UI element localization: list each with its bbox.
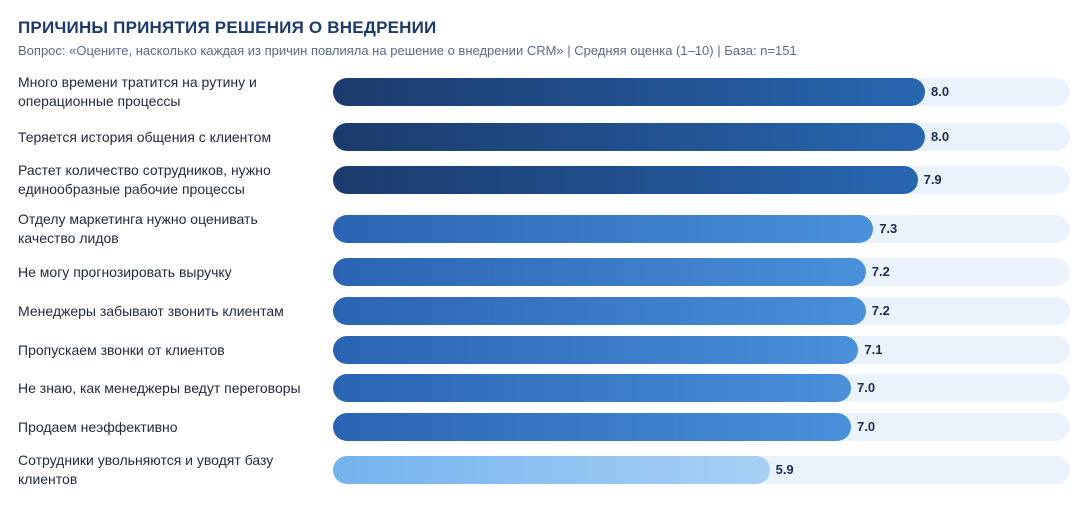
category-label: Теряется история общения с клиентом (18, 128, 272, 145)
value-label: 7.9 (923, 172, 942, 187)
category-label: Не могу прогнозировать выручку (18, 263, 232, 280)
value-label: 7.2 (871, 264, 890, 279)
category-label: Много времени тратится на рутину и опера… (18, 74, 257, 109)
value-label: 7.2 (871, 303, 890, 318)
category-label: Продаем неэффективно (18, 418, 178, 435)
value-label: 7.0 (857, 380, 876, 395)
value-label: 7.3 (879, 221, 898, 236)
value-label: 5.9 (775, 462, 794, 477)
category-label: Пропускаем звонки от клиентов (18, 341, 225, 358)
bar (333, 456, 770, 484)
bar (333, 297, 866, 325)
bar (333, 374, 851, 402)
value-label: 8.0 (931, 84, 950, 99)
value-label: 7.1 (864, 342, 883, 357)
bar (333, 336, 859, 364)
chart-subtitle: Вопрос: «Оцените, насколько каждая из пр… (18, 43, 797, 58)
value-label: 8.0 (931, 129, 950, 144)
bar (333, 413, 851, 441)
category-label: Сотрудники увольняются и уводят базу кли… (18, 452, 274, 487)
category-label: Отделу маркетинга нужно оценивать качест… (18, 211, 258, 246)
bar (333, 123, 925, 151)
value-label: 7.0 (857, 419, 876, 434)
category-label: Растет количество сотрудников, нужно еди… (18, 162, 271, 197)
category-label: Не знаю, как менеджеры ведут переговоры (18, 379, 301, 396)
bar (333, 258, 866, 286)
bar (333, 166, 918, 194)
bar (333, 78, 925, 106)
category-label: Менеджеры забывают звонить клиентам (18, 302, 284, 319)
bar (333, 215, 874, 243)
chart-title: ПРИЧИНЫ ПРИНЯТИЯ РЕШЕНИЯ О ВНЕДРЕНИИ (18, 18, 437, 37)
